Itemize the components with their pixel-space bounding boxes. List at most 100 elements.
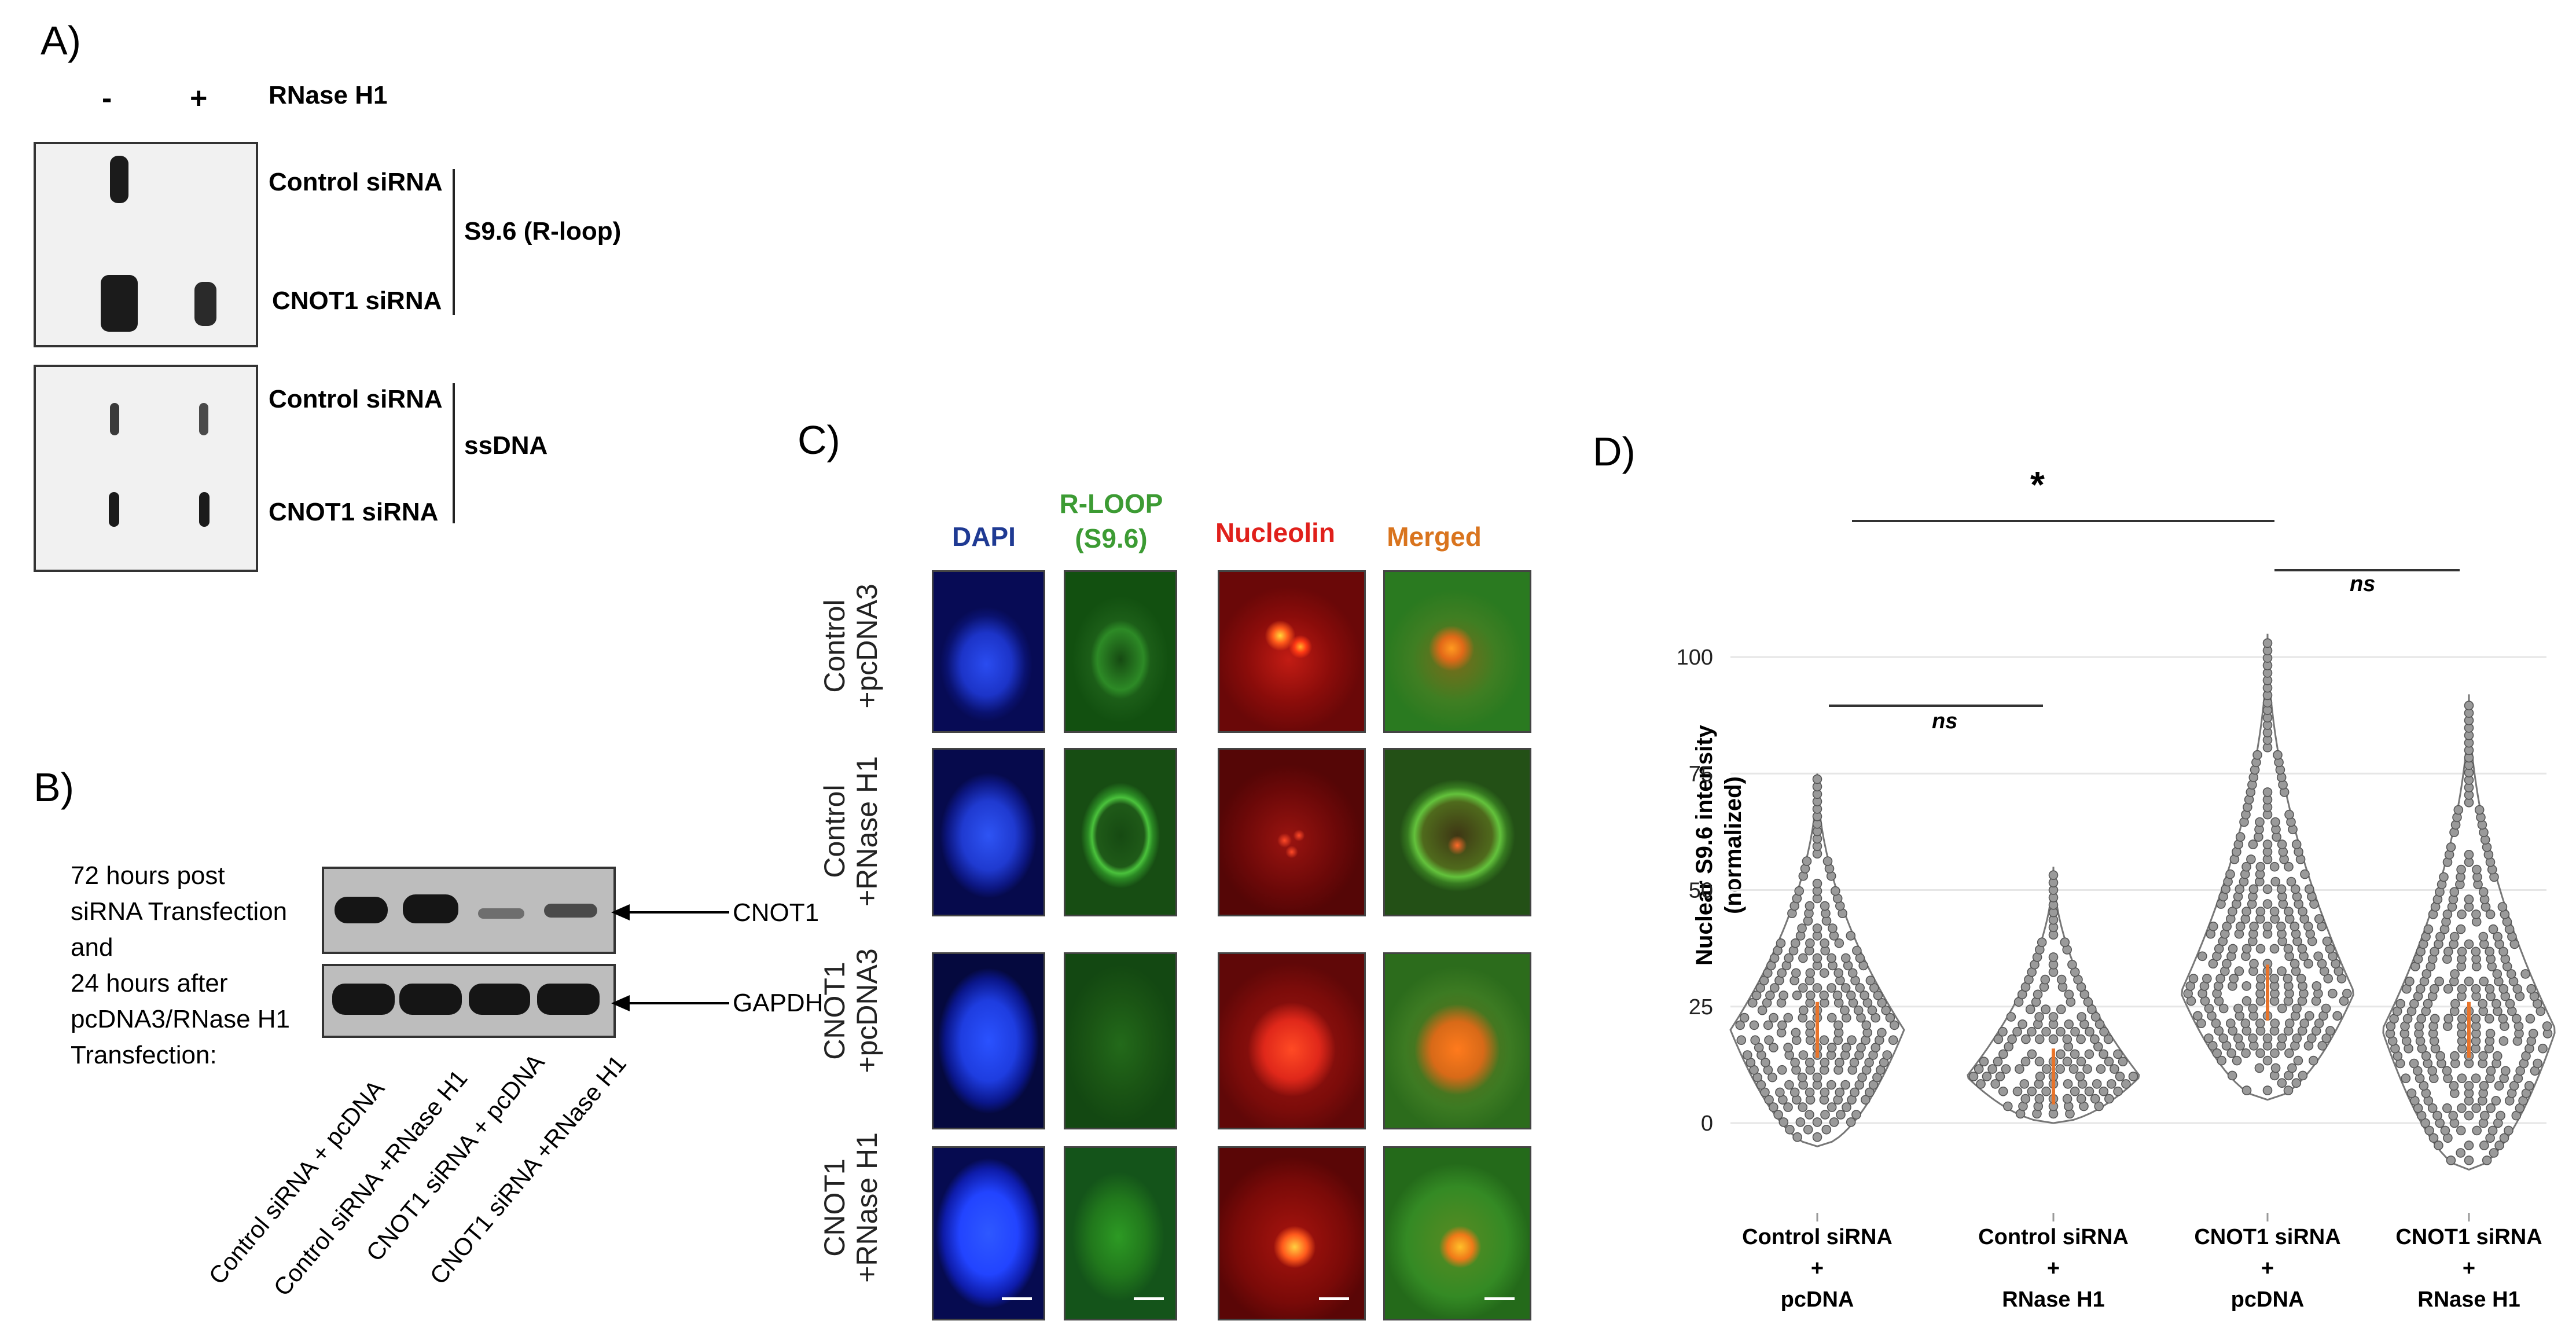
band bbox=[110, 156, 128, 203]
data-point bbox=[2406, 1088, 2417, 1098]
blot-row-label: Control siRNA bbox=[269, 168, 443, 196]
scale-bar bbox=[1484, 1297, 1515, 1300]
data-point bbox=[2496, 1110, 2505, 1121]
y-tick-label: 50 bbox=[1689, 879, 1713, 903]
data-point bbox=[2471, 909, 2481, 919]
data-point bbox=[2424, 1125, 2434, 1136]
micrograph-nucleolin bbox=[1218, 952, 1366, 1129]
data-point bbox=[2401, 1073, 2411, 1084]
data-point bbox=[2505, 999, 2515, 1009]
data-point bbox=[2512, 1014, 2522, 1024]
data-point bbox=[1742, 1050, 1752, 1060]
data-point bbox=[2193, 1011, 2203, 1021]
data-point bbox=[1798, 1005, 1809, 1015]
data-point bbox=[2229, 974, 2239, 984]
data-point bbox=[2443, 947, 2453, 957]
data-point bbox=[2104, 1094, 2114, 1104]
data-point bbox=[1791, 1028, 1801, 1038]
data-point bbox=[2121, 1079, 2131, 1089]
data-point bbox=[2416, 1014, 2426, 1024]
data-point bbox=[2055, 1064, 2066, 1074]
data-point bbox=[1773, 1110, 1783, 1120]
data-point bbox=[2305, 1011, 2314, 1021]
data-point bbox=[2211, 1018, 2221, 1029]
panel-b-label: B) bbox=[34, 765, 74, 810]
data-point bbox=[1778, 1117, 1789, 1127]
data-point bbox=[2270, 1018, 2280, 1029]
data-point bbox=[2292, 1003, 2302, 1014]
data-point bbox=[1982, 1072, 1992, 1081]
data-point bbox=[1842, 1043, 1851, 1052]
condition-line: Transfection: bbox=[71, 1041, 217, 1069]
data-point bbox=[1736, 1035, 1747, 1045]
data-point bbox=[2472, 864, 2482, 875]
data-point bbox=[2457, 1103, 2467, 1113]
data-point bbox=[2262, 921, 2273, 931]
column-label-line: R-LOOP bbox=[1059, 489, 1163, 519]
ssdna-group-label: ssDNA bbox=[464, 431, 548, 460]
data-point bbox=[2012, 1086, 2023, 1096]
data-point bbox=[2427, 1066, 2437, 1076]
data-point bbox=[2060, 937, 2070, 948]
data-point bbox=[2492, 969, 2502, 979]
data-point bbox=[1783, 1012, 1794, 1023]
band bbox=[199, 403, 208, 435]
data-point bbox=[2113, 1049, 2123, 1059]
data-point bbox=[2498, 1014, 2508, 1024]
data-point bbox=[2007, 1034, 2017, 1044]
data-point bbox=[2471, 1073, 2481, 1084]
data-point bbox=[2439, 872, 2449, 882]
data-point bbox=[2075, 1072, 2085, 1081]
data-point bbox=[2262, 1033, 2273, 1043]
data-point bbox=[1840, 953, 1851, 963]
micrograph-merged bbox=[1383, 1146, 1531, 1320]
band bbox=[537, 984, 600, 1015]
data-point bbox=[2035, 1072, 2045, 1081]
data-point bbox=[1757, 1005, 1767, 1015]
data-point bbox=[2283, 974, 2293, 984]
data-point bbox=[2027, 1086, 2037, 1096]
data-point bbox=[2533, 1058, 2542, 1069]
data-point bbox=[2070, 1086, 2080, 1096]
data-point bbox=[2457, 947, 2467, 957]
data-point bbox=[1829, 1117, 1839, 1127]
data-point bbox=[1805, 1087, 1815, 1098]
data-point bbox=[2037, 937, 2047, 948]
band bbox=[332, 984, 395, 1015]
data-point bbox=[2314, 914, 2324, 924]
data-point bbox=[1805, 991, 1816, 1000]
ns-label: ns bbox=[1932, 709, 1958, 733]
row-label: Control +pcDNA3 bbox=[818, 559, 883, 733]
data-point bbox=[2456, 1125, 2466, 1136]
scale-bar bbox=[1319, 1297, 1349, 1300]
data-point bbox=[2033, 989, 2043, 1000]
micrograph-rloop bbox=[1064, 570, 1177, 733]
data-point bbox=[2208, 921, 2218, 931]
data-point bbox=[2082, 1064, 2092, 1074]
rnase-h1-label: RNase H1 bbox=[269, 81, 388, 109]
data-point bbox=[2041, 1026, 2051, 1037]
data-point bbox=[2068, 1064, 2079, 1074]
data-point bbox=[2094, 1101, 2104, 1111]
data-point bbox=[1826, 1080, 1836, 1090]
data-point bbox=[2262, 899, 2273, 909]
data-point bbox=[2249, 921, 2259, 931]
data-point bbox=[2226, 1048, 2236, 1058]
data-point bbox=[1760, 1087, 1770, 1098]
data-point bbox=[2041, 1064, 2052, 1074]
data-point bbox=[1805, 1110, 1814, 1120]
data-point bbox=[2485, 909, 2496, 919]
data-point bbox=[2456, 864, 2466, 875]
data-point bbox=[1761, 1058, 1770, 1067]
data-point bbox=[2262, 638, 2273, 648]
data-point bbox=[2415, 984, 2426, 994]
data-point bbox=[2020, 1056, 2031, 1067]
scale-bar bbox=[1002, 1297, 1032, 1300]
data-point bbox=[1864, 1058, 1874, 1067]
data-point bbox=[1849, 1058, 1860, 1067]
data-point bbox=[1777, 1065, 1787, 1075]
data-point bbox=[2493, 931, 2502, 942]
data-point bbox=[1783, 1043, 1793, 1052]
data-point bbox=[2291, 839, 2302, 849]
data-point bbox=[2486, 1066, 2496, 1076]
